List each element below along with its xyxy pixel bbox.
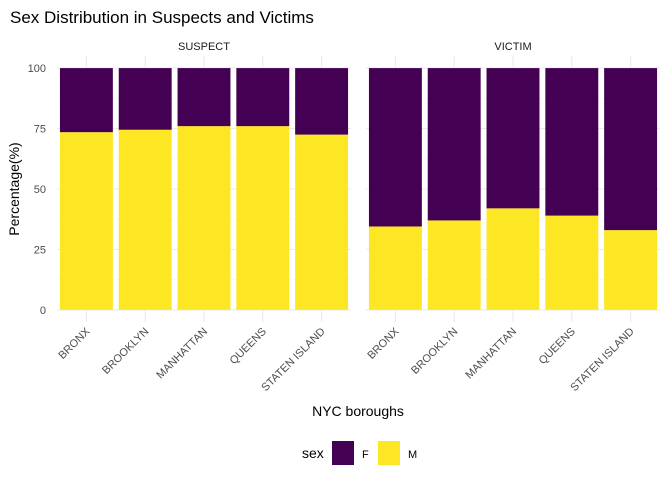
bar-victim-queens-f	[545, 68, 599, 216]
y-axis-title: Percentage(%)	[6, 142, 22, 235]
legend: sex F M	[302, 441, 417, 465]
x-tick-label: MANHATTAN	[463, 326, 519, 382]
x-tick-label: STATEN ISLAND	[259, 326, 327, 394]
legend-label-f: F	[362, 449, 369, 461]
x-tick-label: BRONX	[365, 325, 402, 362]
bars	[59, 68, 658, 310]
bar-victim-manhattan-m	[486, 208, 540, 310]
bar-suspect-staten-island-m	[295, 134, 349, 310]
bar-suspect-queens-f	[236, 68, 290, 127]
bar-victim-queens-m	[545, 215, 599, 310]
y-tick-label: 0	[40, 305, 46, 317]
facet-label-victim: VICTIM	[494, 41, 531, 53]
y-tick-label: 75	[34, 124, 46, 136]
x-tick-label: QUEENS	[228, 326, 269, 367]
bar-victim-manhattan-f	[486, 68, 540, 209]
legend-label-m: M	[408, 449, 417, 461]
bar-suspect-manhattan-m	[177, 126, 231, 310]
x-tick-label: STATEN ISLAND	[568, 326, 636, 394]
legend-title: sex	[302, 445, 324, 461]
x-tick-label: QUEENS	[537, 326, 578, 367]
facet-label-suspect: SUSPECT	[178, 41, 230, 53]
y-tick-label: 25	[34, 244, 46, 256]
bar-suspect-staten-island-f	[295, 68, 349, 135]
bar-victim-brooklyn-f	[427, 68, 481, 221]
x-tick-label: BROOKLYN	[409, 326, 460, 377]
bar-suspect-brooklyn-f	[118, 68, 172, 130]
bar-suspect-bronx-f	[59, 68, 113, 133]
y-tick-label: 100	[28, 63, 46, 75]
bar-victim-staten-island-f	[604, 68, 658, 231]
legend-swatch-f	[332, 441, 354, 465]
bar-victim-brooklyn-m	[427, 220, 481, 310]
x-tick-label: BRONX	[56, 325, 93, 362]
x-tick-label: MANHATTAN	[154, 326, 210, 382]
x-tick-label: BROOKLYN	[100, 326, 151, 377]
bar-victim-staten-island-m	[604, 230, 658, 310]
chart-title: Sex Distribution in Suspects and Victims	[10, 8, 314, 27]
bar-suspect-brooklyn-m	[118, 129, 172, 310]
y-axis-ticks: 0 25 50 75 100	[28, 63, 46, 317]
bar-suspect-bronx-m	[59, 132, 113, 310]
bar-victim-bronx-f	[368, 68, 422, 227]
y-tick-label: 50	[34, 184, 46, 196]
bar-victim-bronx-m	[368, 226, 422, 310]
bar-suspect-manhattan-f	[177, 68, 231, 127]
x-axis-title: NYC boroughs	[312, 403, 404, 419]
legend-swatch-m	[378, 441, 400, 465]
bar-suspect-queens-m	[236, 126, 290, 310]
